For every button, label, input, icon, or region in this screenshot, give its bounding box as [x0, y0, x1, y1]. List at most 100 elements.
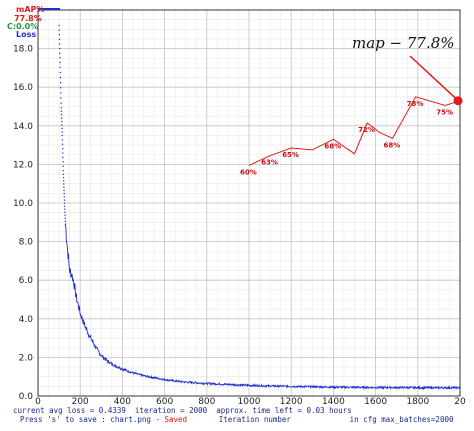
loss-point: [62, 156, 64, 159]
loss-line: [64, 224, 461, 391]
loss-point: [62, 180, 65, 182]
loss-point: [59, 47, 61, 50]
x-tick-label: 1000: [238, 397, 261, 407]
loss-point: [58, 29, 60, 31]
x-tick-label: 1200: [280, 397, 303, 407]
loss-point: [61, 134, 63, 137]
x-tick-label: 800: [198, 397, 215, 407]
plot-frame: [37, 9, 461, 397]
saved-text: Saved: [164, 415, 188, 424]
x-tick-label: 1400: [322, 397, 345, 407]
loss-point: [64, 211, 66, 213]
legend-map-title: mAP%: [16, 5, 44, 14]
loss-point: [60, 87, 62, 89]
loss-point: [59, 57, 61, 59]
loss-point: [61, 127, 63, 130]
loss-point: [62, 169, 64, 172]
annotation-pointer: [409, 55, 456, 99]
loss-point: [61, 131, 63, 133]
loss-point: [61, 120, 63, 123]
loss-point: [64, 220, 67, 222]
map-point-label: 68%: [383, 141, 400, 149]
loss-point: [60, 117, 63, 119]
loss-point: [58, 34, 61, 36]
legend-map-value: 77.8%: [14, 14, 42, 23]
map-point-label: 65%: [282, 151, 299, 159]
loss-point: [63, 189, 65, 192]
map-point-label: 72%: [358, 126, 375, 134]
loss-point: [60, 97, 62, 99]
y-axis: 0.0 2.0 4.0 6.0 8.0 10.0 12.0 14.0 16.0 18.0: [13, 45, 33, 402]
loss-point: [60, 110, 63, 112]
y-tick-label: 4.0: [19, 315, 34, 325]
loss-point: [60, 106, 62, 109]
time-left-text: approx. time left = 0.03 hours: [216, 406, 352, 415]
loss-point: [63, 202, 66, 204]
y-tick-label: 8.0: [19, 238, 34, 248]
y-tick-label: 16.0: [13, 83, 33, 93]
map-point-label: 78%: [407, 100, 424, 108]
loss-point: [63, 183, 65, 185]
loss-point: [59, 66, 61, 69]
status-line-2: Press 's' to save : chart.png - Saved It…: [20, 415, 454, 424]
loss-point: [60, 113, 63, 116]
loss-point: [64, 214, 66, 216]
loss-point: [62, 161, 64, 163]
loss-point: [59, 71, 62, 74]
loss-point: [59, 82, 62, 84]
loss-point: [64, 217, 66, 219]
loss-point: [63, 193, 65, 195]
loss-point: [58, 43, 61, 45]
x-tick-label: 0: [35, 397, 41, 407]
loss-point: [58, 38, 61, 41]
loss-point: [60, 92, 62, 94]
x-tick-label: 1600: [364, 397, 387, 407]
iteration-text: iteration = 2000: [134, 406, 208, 415]
y-tick-label: 14.0: [13, 122, 33, 132]
loss-point: [58, 24, 60, 27]
final-map-point: [453, 96, 463, 106]
max-batches-text: in cfg max_batches=2000: [349, 415, 454, 424]
y-tick-label: 6.0: [19, 276, 34, 286]
loss-point: [59, 61, 61, 64]
map-annotation: map − 77.8%: [352, 34, 455, 52]
x-tick-label: 400: [114, 397, 131, 407]
loss-point: [63, 196, 65, 198]
loss-point: [63, 186, 65, 188]
loss-point: [61, 124, 63, 126]
map-point-label: 60%: [240, 168, 257, 176]
x-tick-label: 20: [454, 397, 466, 407]
loss-point: [61, 147, 64, 150]
y-tick-label: 2.0: [19, 353, 34, 363]
y-tick-label: 10.0: [13, 199, 33, 209]
loss-point: [59, 52, 61, 54]
loss-point: [60, 102, 62, 104]
legend-c-label: C:0.0%: [7, 22, 38, 31]
avg-loss-text: current avg loss = 0.4339: [13, 406, 126, 415]
save-hint-text: Press 's' to save : chart.png -: [20, 415, 165, 424]
x-tick-label: 200: [72, 397, 89, 407]
map-line: [248, 96, 461, 166]
loss-point: [61, 139, 64, 141]
map-point-label: 68%: [324, 142, 341, 150]
loss-point: [63, 199, 66, 201]
y-tick-label: 12.0: [13, 160, 33, 170]
map-series: 60% 63% 65% 68% 72% 68% 78% 75%: [240, 96, 461, 176]
y-tick-label: 18.0: [13, 45, 33, 55]
loss-series: [58, 24, 461, 391]
loss-point: [59, 76, 62, 79]
x-axis: 0 200 400 600 800 1000 1200 1400 1600 1800 20: [35, 397, 466, 407]
loss-point: [62, 176, 65, 179]
map-point-label: 75%: [436, 109, 453, 117]
loss-point: [62, 152, 64, 154]
legend-loss-label: Loss: [16, 30, 36, 39]
x-tick-label: 1800: [406, 397, 429, 407]
y-tick-label: 0.0: [19, 392, 34, 402]
x-axis-label: Iteration number: [218, 415, 291, 424]
map-point-label: 63%: [261, 159, 278, 167]
x-tick-label: 600: [156, 397, 173, 407]
loss-point: [64, 208, 66, 210]
loss-point: [61, 143, 64, 145]
